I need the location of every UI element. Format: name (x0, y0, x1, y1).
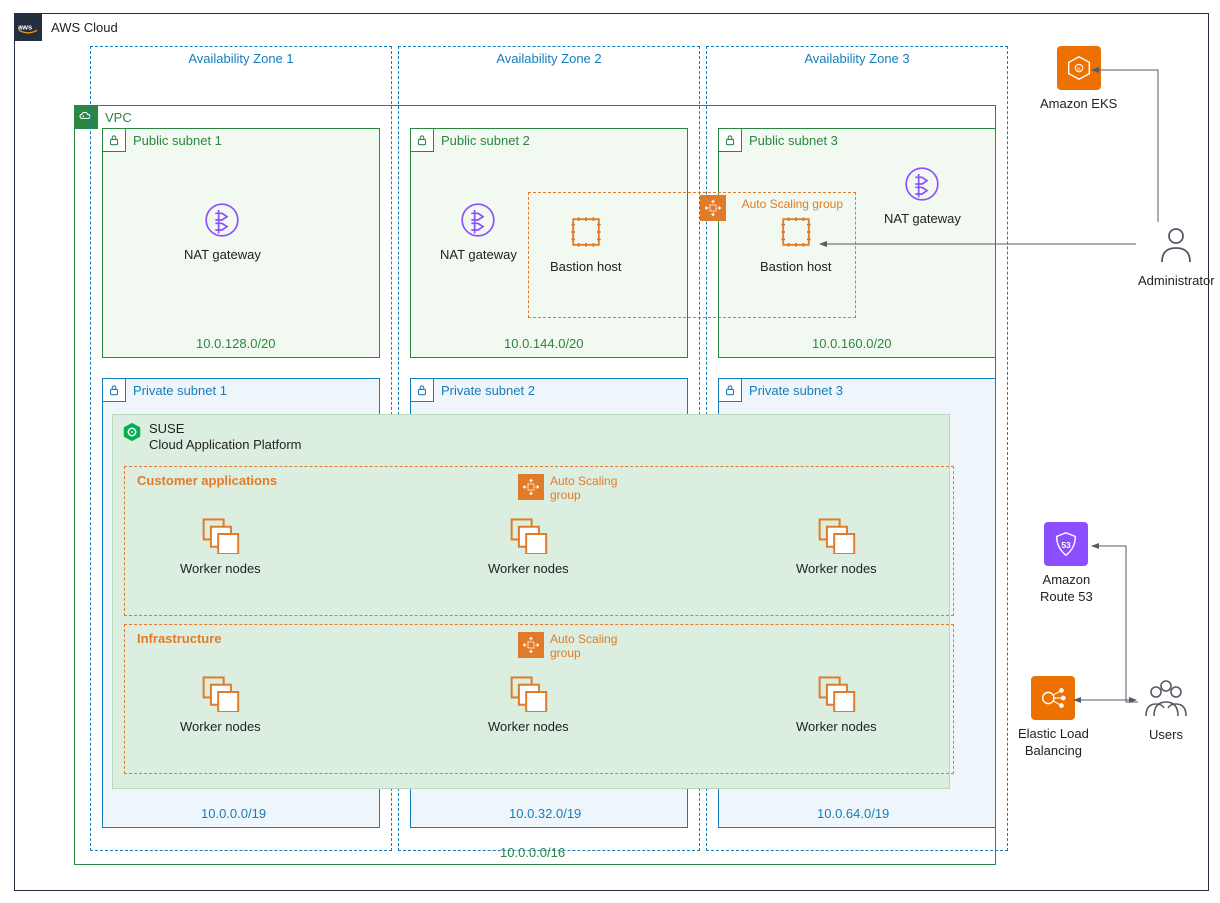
lock-icon (102, 128, 126, 152)
asg-label: Auto Scaling group (742, 197, 843, 211)
public-subnet-cidr: 10.0.128.0/20 (196, 336, 276, 351)
private-subnet-label: Private subnet 2 (441, 383, 535, 398)
worker-nodes: Worker nodes (796, 672, 877, 736)
elb-label: Elastic LoadBalancing (1018, 726, 1089, 760)
route53-icon: 53 (1044, 522, 1088, 566)
worker-nodes: Worker nodes (180, 672, 261, 736)
svg-text:aws: aws (18, 23, 32, 32)
worker-nodes: Worker nodes (180, 514, 261, 578)
aws-cloud-label: AWS Cloud (51, 20, 118, 35)
users: Users (1140, 676, 1192, 744)
nat-gateway: NAT gateway (884, 164, 961, 228)
worker-label: Worker nodes (488, 561, 569, 578)
customer-apps-label: Customer applications (137, 473, 277, 488)
worker-label: Worker nodes (488, 719, 569, 736)
elb-icon (1031, 676, 1075, 720)
bastion-host: Bastion host (760, 210, 832, 276)
elastic-load-balancing: Elastic LoadBalancing (1018, 676, 1089, 760)
worker-label: Worker nodes (796, 561, 877, 578)
amazon-eks: K Amazon EKS (1040, 46, 1117, 113)
private-subnet-cidr: 10.0.64.0/19 (817, 806, 889, 821)
lock-icon (718, 378, 742, 402)
worker-label: Worker nodes (180, 719, 261, 736)
lock-icon (410, 128, 434, 152)
private-subnet-label: Private subnet 3 (749, 383, 843, 398)
asg-badge-icon (518, 474, 544, 500)
worker-nodes: Worker nodes (488, 672, 569, 736)
asg-infra-label: Auto Scaling group (550, 632, 617, 661)
lock-icon (718, 128, 742, 152)
asg-badge-icon (518, 632, 544, 658)
worker-nodes: Worker nodes (796, 514, 877, 578)
worker-label: Worker nodes (180, 561, 261, 578)
users-icon (1140, 676, 1192, 718)
route53-label: AmazonRoute 53 (1040, 572, 1093, 606)
eks-icon: K (1057, 46, 1101, 90)
nat-gateway: NAT gateway (440, 200, 517, 264)
private-subnet-cidr: 10.0.32.0/19 (509, 806, 581, 821)
az-label: Availability Zone 1 (91, 51, 391, 66)
suse-hexagon-icon (121, 421, 143, 443)
nat-label: NAT gateway (184, 247, 261, 264)
public-subnet-cidr: 10.0.144.0/20 (504, 336, 584, 351)
users-label: Users (1140, 727, 1192, 744)
public-subnet-label: Public subnet 2 (441, 133, 530, 148)
asg-customer-label: Auto Scaling group (550, 474, 617, 503)
infrastructure-label: Infrastructure (137, 631, 222, 646)
nat-label: NAT gateway (440, 247, 517, 264)
lock-icon (410, 378, 434, 402)
nat-gateway: NAT gateway (184, 200, 261, 264)
admin-label: Administrator (1138, 273, 1215, 290)
eks-label: Amazon EKS (1040, 96, 1117, 113)
az-label: Availability Zone 3 (707, 51, 1007, 66)
aws-logo-icon: aws (14, 13, 42, 41)
worker-nodes: Worker nodes (488, 514, 569, 578)
lock-icon (102, 378, 126, 402)
public-subnet-cidr: 10.0.160.0/20 (812, 336, 892, 351)
app-platform-title-1: SUSE (149, 421, 301, 437)
app-platform-title-2: Cloud Application Platform (149, 437, 301, 453)
asg-badge-icon (700, 195, 726, 221)
public-subnet-label: Public subnet 1 (133, 133, 222, 148)
svg-text:53: 53 (1062, 540, 1072, 550)
public-subnet-label: Public subnet 3 (749, 133, 838, 148)
administrator: Administrator (1138, 224, 1215, 290)
bastion-label: Bastion host (550, 259, 622, 276)
private-subnet-label: Private subnet 1 (133, 383, 227, 398)
az-label: Availability Zone 2 (399, 51, 699, 66)
route-53: 53 AmazonRoute 53 (1040, 522, 1093, 606)
worker-label: Worker nodes (796, 719, 877, 736)
bastion-host: Bastion host (550, 210, 622, 276)
bastion-label: Bastion host (760, 259, 832, 276)
private-subnet-cidr: 10.0.0.0/19 (201, 806, 266, 821)
vpc-cidr: 10.0.0.0/16 (500, 845, 565, 860)
user-icon (1156, 224, 1196, 264)
svg-text:K: K (1077, 67, 1081, 73)
nat-label: NAT gateway (884, 211, 961, 228)
